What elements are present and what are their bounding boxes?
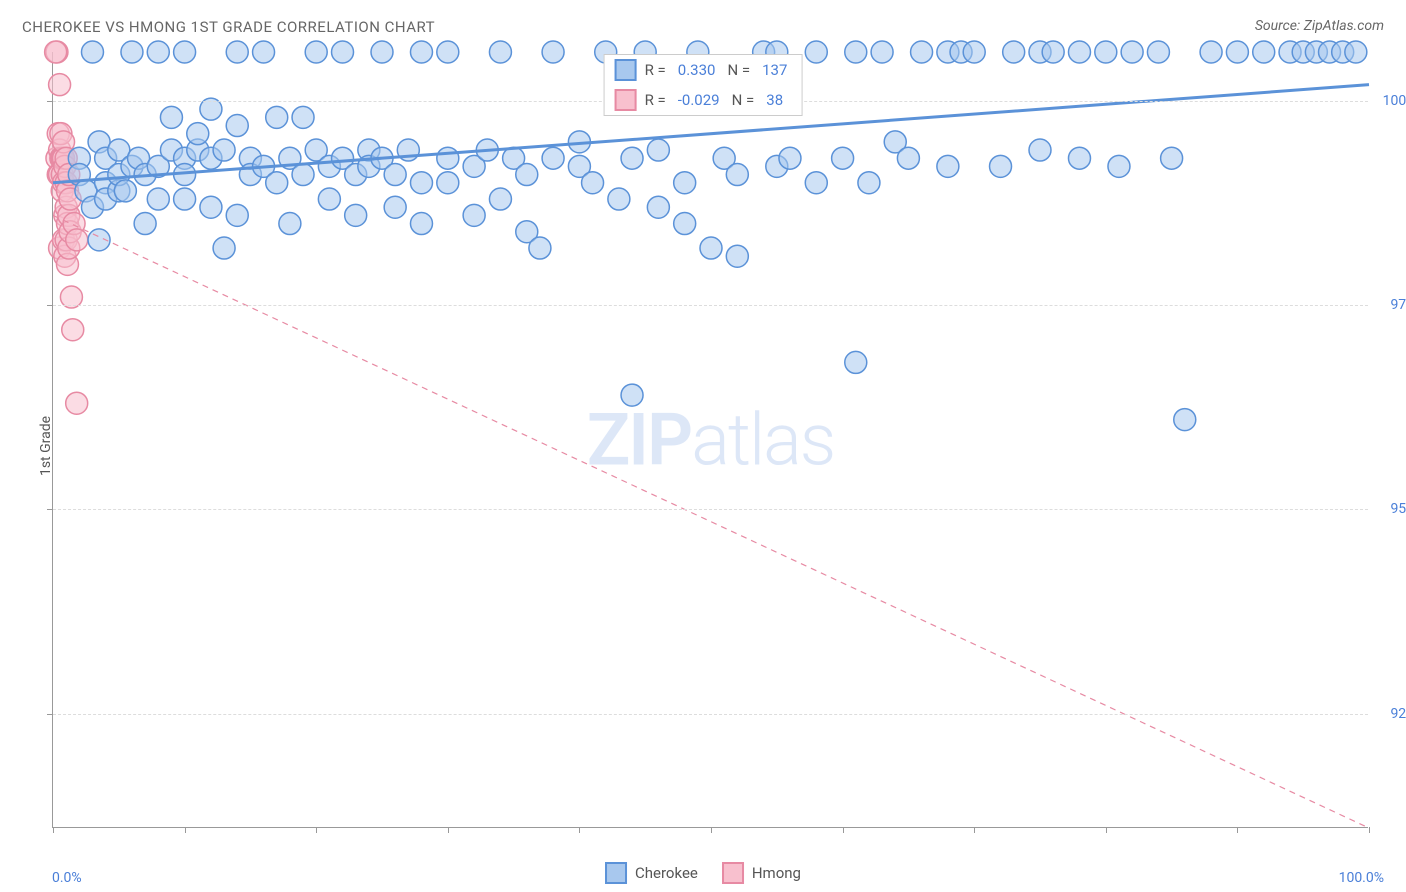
cherokee-r-value: 0.330 bbox=[678, 61, 716, 79]
legend-item-hmong: Hmong bbox=[722, 862, 801, 884]
chart-title: CHEROKEE VS HMONG 1ST GRADE CORRELATION … bbox=[22, 18, 435, 36]
y-tick-label: 100.0% bbox=[1383, 93, 1406, 109]
y-tick-label: 92.5% bbox=[1390, 706, 1406, 722]
source-label: Source: ZipAtlas.com bbox=[1255, 18, 1384, 34]
legend-bottom: Cherokee Hmong bbox=[605, 862, 801, 884]
x-axis-max-label: 100.0% bbox=[1339, 870, 1384, 886]
y-tick-label: 95.0% bbox=[1390, 501, 1406, 517]
swatch-hmong bbox=[615, 89, 637, 111]
stats-row-hmong: R = -0.029 N = 38 bbox=[605, 85, 802, 115]
swatch-hmong-icon bbox=[722, 862, 744, 884]
stats-row-cherokee: R = 0.330 N = 137 bbox=[605, 55, 802, 85]
legend-label-cherokee: Cherokee bbox=[635, 864, 698, 882]
stats-box: R = 0.330 N = 137 R = -0.029 N = 38 bbox=[604, 54, 803, 116]
x-axis-min-label: 0.0% bbox=[52, 870, 82, 886]
swatch-cherokee bbox=[615, 59, 637, 81]
plot-area: ZIPatlas 92.5%95.0%97.5%100.0% bbox=[52, 52, 1368, 828]
hmong-n-value: 38 bbox=[766, 91, 783, 109]
y-tick-label: 97.5% bbox=[1390, 297, 1406, 313]
chart-svg bbox=[53, 52, 1368, 827]
hmong-r-value: -0.029 bbox=[678, 91, 720, 109]
cherokee-n-value: 137 bbox=[762, 61, 787, 79]
legend-label-hmong: Hmong bbox=[752, 864, 801, 882]
swatch-cherokee-icon bbox=[605, 862, 627, 884]
legend-item-cherokee: Cherokee bbox=[605, 862, 698, 884]
